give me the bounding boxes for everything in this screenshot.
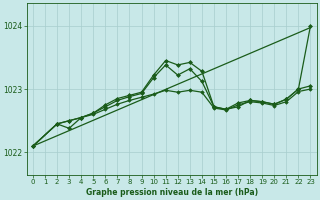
X-axis label: Graphe pression niveau de la mer (hPa): Graphe pression niveau de la mer (hPa) bbox=[86, 188, 258, 197]
